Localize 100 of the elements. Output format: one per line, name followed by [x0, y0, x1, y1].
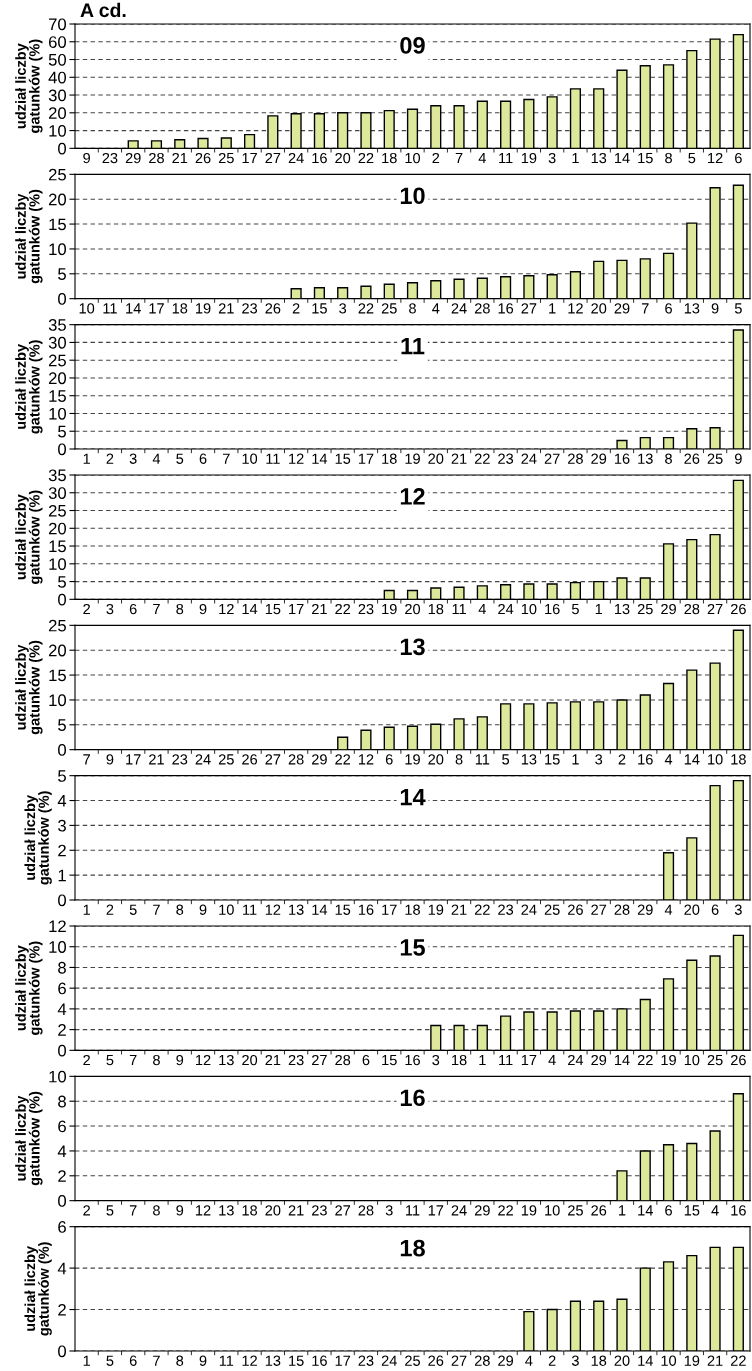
y-tick-label: 5: [58, 576, 66, 588]
x-tick-label: 28: [335, 1054, 351, 1066]
x-tick-label: 7: [129, 1205, 137, 1216]
x-tick-label: 1: [83, 1355, 90, 1366]
x-tick-label: 28: [684, 603, 700, 615]
x-tick-label: 8: [665, 152, 672, 164]
x-tick-label: 18: [172, 303, 188, 314]
bar: [406, 282, 419, 299]
x-tick-label: 5: [688, 153, 696, 164]
x-tick-label: 11: [475, 754, 490, 765]
bar: [709, 533, 721, 600]
y-tick-label: 5: [58, 770, 66, 782]
bar: [290, 288, 302, 299]
bar: [616, 1008, 628, 1051]
bar: [360, 285, 372, 299]
bar: [337, 287, 349, 299]
y-axis-title: udział liczby gatunków (%): [15, 490, 43, 584]
x-tick-label: 8: [153, 1054, 160, 1066]
x-tick-label: 24: [521, 904, 537, 915]
bar: [686, 959, 698, 1051]
x-tick-label: 16: [312, 152, 327, 164]
y-tick-label: 8: [58, 961, 66, 974]
x-tick-label: 12: [358, 754, 374, 765]
x-tick-label: 27: [312, 1054, 327, 1066]
x-tick-label: 27: [265, 754, 281, 765]
x-tick-label: 11: [406, 1205, 420, 1216]
x-tick-label: 29: [661, 603, 676, 615]
x-tick-label: 15: [638, 153, 653, 164]
bar: [709, 187, 721, 299]
x-tick-label: 19: [521, 1205, 537, 1216]
x-tick-label: 8: [176, 1355, 184, 1366]
x-tick-label: 25: [381, 303, 397, 314]
bar: [639, 577, 651, 600]
y-tick-label: 0: [58, 1044, 67, 1057]
x-tick-label: 18: [452, 1054, 467, 1066]
x-tick-label: 13: [614, 603, 630, 615]
bar: [523, 703, 535, 750]
x-tick-label: 27: [591, 904, 607, 915]
y-tick-label: 5: [58, 268, 66, 280]
x-tick-label: 6: [711, 904, 719, 915]
x-tick-label: 9: [83, 152, 90, 164]
x-tick-label: 27: [707, 603, 723, 615]
bar: [150, 140, 163, 149]
x-tick-label: 20: [591, 303, 607, 314]
y-tick-label: 10: [49, 694, 67, 707]
y-tick-label: 4: [57, 1145, 67, 1157]
bar: [523, 583, 535, 600]
x-tick-label: 13: [289, 904, 304, 915]
y-tick-label: 10: [49, 558, 67, 571]
x-tick-label: 14: [312, 904, 328, 915]
y-tick-label: 30: [48, 89, 67, 102]
bar: [500, 703, 512, 750]
x-tick-label: 7: [641, 303, 649, 314]
x-tick-label: 9: [711, 303, 719, 314]
x-tick-label: 13: [591, 152, 607, 164]
x-tick-label: 26: [591, 1205, 607, 1216]
x-tick-label: 7: [153, 1355, 160, 1366]
bar: [709, 38, 721, 149]
x-tick-label: 6: [129, 1355, 137, 1366]
x-tick-label: 13: [265, 1355, 281, 1366]
x-tick-label: 9: [199, 603, 207, 615]
x-tick-label: 23: [498, 453, 514, 464]
x-tick-label: 16: [731, 1205, 746, 1216]
x-tick-label: 3: [129, 453, 137, 464]
bar: [686, 538, 698, 600]
x-tick-label: 26: [568, 904, 583, 915]
bar: [406, 725, 419, 750]
x-tick-label: 21: [451, 453, 467, 464]
bar: [639, 694, 651, 750]
chart-title: 10: [400, 187, 425, 205]
bar: [616, 259, 628, 299]
x-tick-label: 29: [474, 1205, 490, 1216]
x-tick-label: 25: [707, 1054, 723, 1066]
bar: [546, 96, 558, 149]
bar: [453, 718, 465, 750]
x-tick-label: 26: [265, 303, 281, 314]
bar: [523, 1011, 535, 1051]
bar: [662, 978, 675, 1051]
x-tick-label: 4: [664, 754, 673, 765]
chart-title: 14: [400, 788, 426, 806]
x-tick-label: 14: [684, 754, 700, 765]
bar: [593, 701, 605, 750]
x-tick-label: 28: [149, 152, 164, 164]
x-tick-label: 20: [428, 453, 444, 464]
x-tick-label: 24: [195, 754, 211, 765]
bar: [593, 88, 605, 149]
x-tick-label: 3: [339, 303, 347, 314]
x-tick-label: 27: [544, 453, 560, 464]
y-tick-label: 8: [58, 1095, 66, 1108]
bar: [360, 112, 372, 149]
x-tick-label: 25: [568, 1205, 583, 1216]
x-tick-label: 21: [312, 603, 327, 615]
x-tick-label: 4: [478, 604, 486, 615]
x-tick-label: 24: [381, 1355, 397, 1366]
x-tick-label: 5: [106, 1205, 114, 1216]
x-tick-label: 29: [125, 152, 141, 164]
x-tick-label: 1: [619, 1205, 626, 1216]
x-tick-label: 17: [126, 754, 141, 765]
x-tick-label: 20: [684, 904, 700, 915]
x-tick-label: 12: [242, 1355, 257, 1366]
